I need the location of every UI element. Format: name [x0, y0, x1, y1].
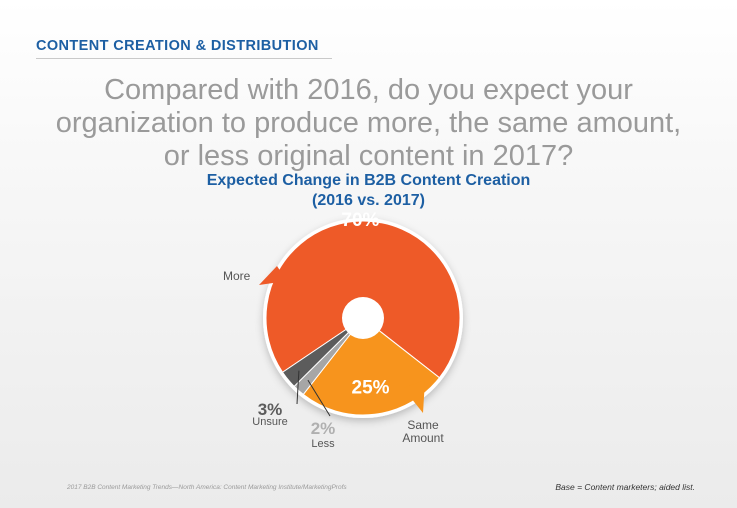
value-label-more: 70% [341, 210, 379, 231]
category-label-same: Same Amount [402, 418, 444, 445]
category-label-more: More [223, 269, 251, 283]
donut-hole [342, 297, 384, 339]
leader-less [307, 379, 331, 417]
leader-unsure [296, 370, 300, 405]
question-line-2: organization to produce more, the same a… [55, 107, 682, 139]
chart-title-block: Expected Change in B2B Content Creation … [160, 171, 577, 211]
survey-question: Compared with 2016, do you expect your o… [30, 74, 707, 173]
source-citation: 2017 B2B Content Marketing Trends—North … [67, 484, 347, 491]
category-label-less: Less [311, 438, 335, 450]
base-note: Base = Content marketers; aided list. [555, 482, 695, 492]
section-divider [36, 58, 332, 59]
pointer-more [259, 266, 287, 285]
value-label-same: 25% [352, 378, 390, 399]
question-line-3: or less original content in 2017? [163, 140, 574, 172]
pointer-same [403, 380, 425, 413]
question-line-1: Compared with 2016, do you expect your [104, 74, 633, 106]
category-label-same-line: Amount [402, 431, 444, 445]
value-label-unsure: 3% [258, 400, 283, 419]
category-label-same-line: Same [407, 418, 439, 432]
section-label: CONTENT CREATION & DISTRIBUTION [36, 38, 319, 54]
chart-title: Expected Change in B2B Content Creation [206, 172, 531, 189]
slice-unsure [281, 317, 364, 388]
chart-subtitle: (2016 vs. 2017) [312, 192, 425, 209]
category-label-unsure: Unsure [252, 416, 287, 428]
value-label-less: 2% [311, 419, 336, 438]
